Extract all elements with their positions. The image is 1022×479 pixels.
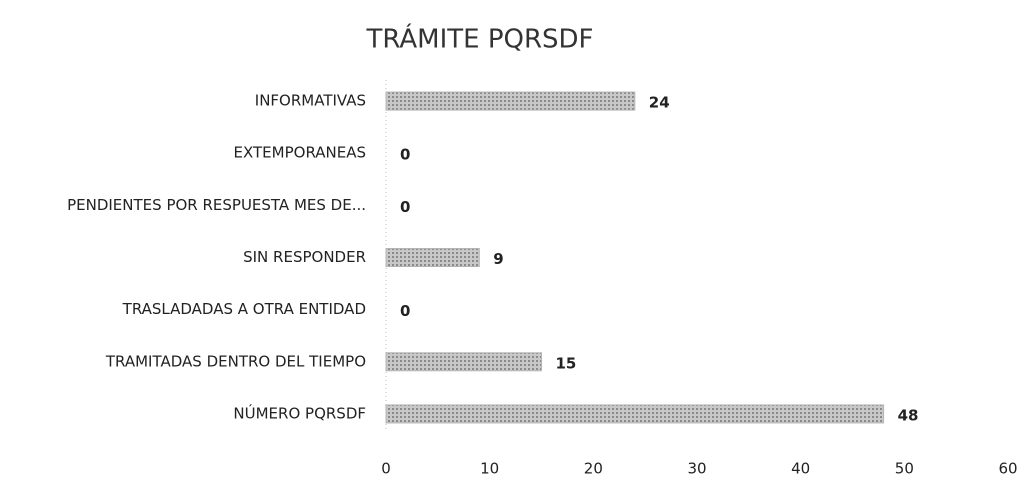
x-tick-label: 30 <box>687 460 706 478</box>
bar <box>385 352 542 372</box>
bar <box>385 248 480 267</box>
x-tick-label: 40 <box>791 460 810 478</box>
data-label: 0 <box>400 198 410 216</box>
chart-title: TRÁMITE PQRSDF <box>365 23 593 55</box>
data-label: 0 <box>400 146 410 164</box>
y-tick-label: EXTEMPORANEAS <box>234 144 366 162</box>
bar <box>385 91 636 111</box>
y-tick-label: INFORMATIVAS <box>255 92 366 110</box>
y-tick-label: TRAMITADAS DENTRO DEL TIEMPO <box>105 352 366 370</box>
x-tick-label: 0 <box>381 460 391 478</box>
y-tick-label: TRASLADADAS A OTRA ENTIDAD <box>122 300 366 318</box>
data-label: 24 <box>649 94 670 112</box>
x-tick-label: 60 <box>998 460 1017 478</box>
y-tick-label: PENDIENTES POR RESPUESTA MES DE... <box>67 196 366 214</box>
y-tick-label: SIN RESPONDER <box>243 248 366 266</box>
x-tick-label: 50 <box>895 460 914 478</box>
data-label: 48 <box>898 406 919 424</box>
data-label: 9 <box>493 250 503 268</box>
x-tick-label: 10 <box>480 460 499 478</box>
data-label: 15 <box>556 354 577 372</box>
bar <box>385 404 885 424</box>
x-tick-label: 20 <box>584 460 603 478</box>
data-label: 0 <box>400 302 410 320</box>
y-tick-label: NÚMERO PQRSDF <box>233 403 366 422</box>
